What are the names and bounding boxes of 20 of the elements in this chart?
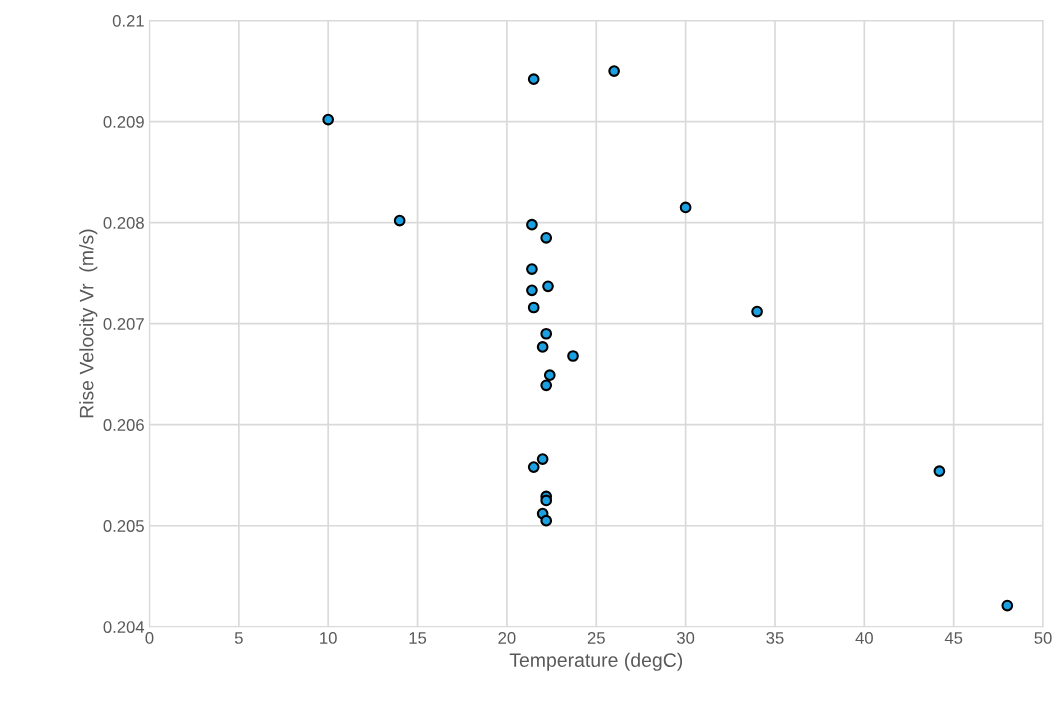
y-tick-label: 0.205: [103, 520, 144, 532]
x-tick-label: 35: [766, 632, 784, 644]
x-axis-title: Temperature (degC): [509, 652, 683, 671]
x-tick-label: 50: [1034, 632, 1052, 644]
y-tick-label: 0.206: [103, 419, 144, 431]
y-tick-label: 0.204: [103, 621, 145, 633]
x-tick-label: 45: [944, 632, 963, 644]
y-tick-label: 0.209: [103, 115, 144, 128]
y-tick-label: 0.207: [103, 318, 144, 330]
x-tick-label: 30: [676, 632, 695, 644]
x-tick-label: 10: [320, 632, 337, 644]
x-tick-label: 20: [498, 632, 516, 644]
y-tick-label: 0.21: [112, 14, 144, 27]
x-tick-label: 5: [234, 632, 243, 644]
x-tick-label: 25: [587, 632, 605, 644]
x-tick-label: 40: [855, 632, 873, 644]
y-axis-title: Rise Velocity Vr (m/s): [79, 229, 98, 418]
x-tick-label: 0: [145, 632, 154, 644]
y-tick-label: 0.208: [103, 217, 144, 229]
x-tick-label: 15: [409, 632, 427, 644]
